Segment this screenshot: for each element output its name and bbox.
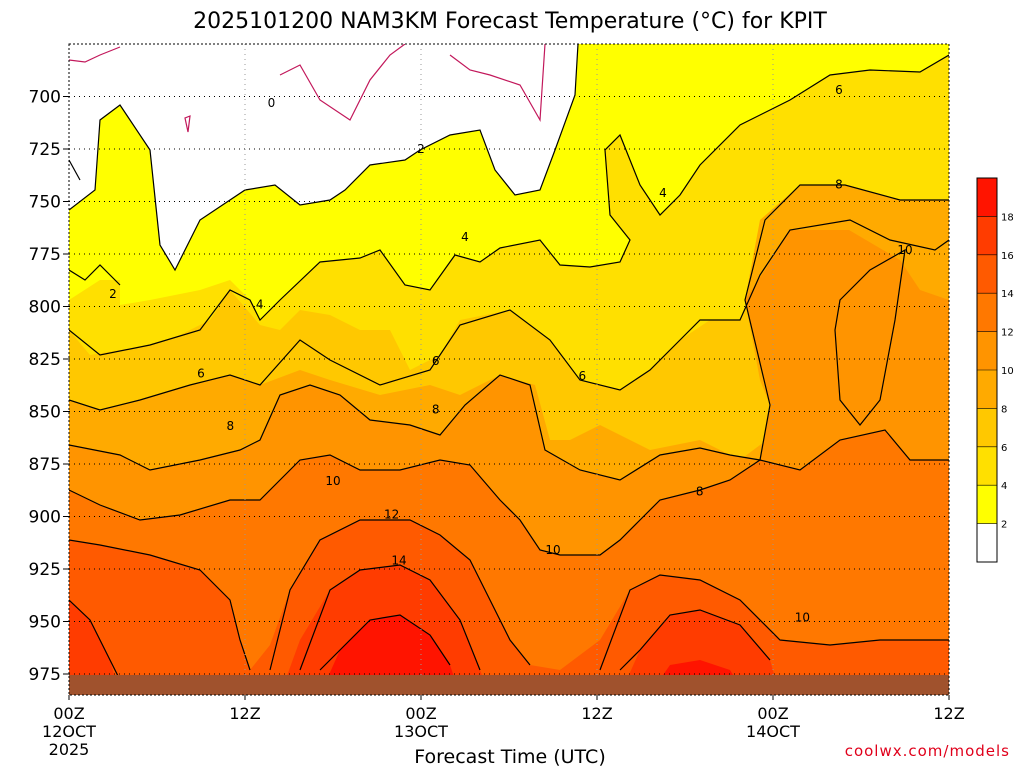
y-tick-label-875: 875	[29, 455, 61, 475]
contour-label-3: 4	[256, 297, 264, 311]
x-tick-label-0: 00Z	[53, 704, 84, 723]
contour-2	[69, 44, 579, 286]
y-tick-label-950: 950	[29, 613, 61, 633]
contour-label-9: 6	[579, 369, 587, 383]
contour-label-10: 8	[835, 178, 843, 192]
surface-ground	[69, 675, 949, 695]
colorbar-swatch-0	[977, 523, 997, 562]
colorbar-label-4: 4	[1001, 481, 1007, 492]
contour-label-0: 0	[268, 96, 276, 110]
colorbar-label-2: 2	[1001, 520, 1007, 531]
x-tick-label-2: 00Z	[405, 704, 436, 723]
colorbar-swatch-6	[977, 293, 997, 332]
y-tick-label-775: 775	[29, 245, 61, 265]
y-tick-label-925: 925	[29, 560, 61, 580]
colorbar: 2 4 6 8 10 12 14 16 18	[976, 177, 1014, 563]
x-tick-label-3: 12Z	[581, 704, 612, 723]
y-tick-label-700: 700	[29, 88, 61, 108]
contour-16	[319, 614, 451, 671]
y-tick-label-900: 900	[29, 508, 61, 528]
colorbar-label-6: 6	[1001, 443, 1007, 454]
x-tick-date-0: 12OCT	[42, 722, 96, 741]
colorbar-swatch-3	[977, 408, 997, 447]
grid-lines	[69, 44, 949, 695]
y-tick-label-750: 750	[29, 193, 61, 213]
colorbar-label-10: 10	[1001, 366, 1014, 377]
colorbar-label-14: 14	[1001, 289, 1014, 300]
x-tick-label-1: 12Z	[229, 704, 260, 723]
x-tick-label-5: 12Z	[933, 704, 964, 723]
x-tick-date-4: 14OCT	[746, 722, 800, 741]
colorbar-label-12: 12	[1001, 328, 1014, 339]
contour-label-6: 6	[835, 83, 843, 97]
contour-labels: 0 2 2 4 4 4 6 6 6 6 8 8 8 8 10 10 10 10 12 14	[109, 83, 912, 624]
colorbar-swatch-5	[977, 331, 997, 370]
contour-12	[69, 519, 949, 671]
colorbar-label-8: 8	[1001, 404, 1007, 415]
contour-6	[69, 219, 949, 411]
plot-frame	[68, 43, 950, 696]
contour-label-16: 10	[545, 543, 560, 557]
colorbar-label-18: 18	[1001, 212, 1014, 223]
contour-label-14: 10	[897, 243, 912, 257]
y-tick-label-850: 850	[29, 403, 61, 423]
contour-10	[69, 248, 949, 556]
contour-label-15: 10	[325, 474, 340, 488]
y-tick-label-800: 800	[29, 298, 61, 318]
contour-label-18: 12	[384, 507, 399, 521]
contour-0	[69, 44, 546, 133]
x-tick-year-0: 2025	[49, 740, 90, 759]
colorbar-swatch-8	[977, 216, 997, 255]
x-tick-label-4: 00Z	[757, 704, 788, 723]
plot-area	[69, 44, 949, 695]
contour-label-4: 4	[461, 230, 469, 244]
x-tick-date-2: 13OCT	[394, 722, 448, 741]
contour-label-1: 2	[417, 142, 425, 156]
y-axis-ticks: 700 725 750 775 800 825 850 875 900 925 950 975	[29, 88, 69, 685]
colorbar-swatch-2	[977, 446, 997, 486]
credit-link[interactable]: coolwx.com/models	[845, 742, 1010, 760]
y-tick-label-825: 825	[29, 350, 61, 370]
colorbar-swatch-9	[977, 178, 997, 217]
contour-8	[69, 184, 949, 481]
contour-lines	[69, 44, 949, 681]
chart-title: 2025101200 NAM3KM Forecast Temperature (…	[193, 9, 827, 34]
contour-label-13: 8	[696, 484, 704, 498]
contour-label-11: 8	[227, 419, 235, 433]
contour-label-12: 8	[432, 402, 440, 416]
contour-label-19: 14	[391, 554, 406, 568]
colorbar-swatch-7	[977, 254, 997, 294]
contour-14	[69, 564, 771, 681]
contour-4	[69, 54, 949, 356]
colorbar-label-16: 16	[1001, 251, 1014, 262]
y-tick-label-725: 725	[29, 140, 61, 160]
colorbar-swatch-4	[977, 370, 997, 409]
contour-label-2: 2	[109, 287, 117, 301]
contour-label-17: 10	[795, 610, 810, 624]
y-tick-label-975: 975	[29, 665, 61, 685]
contour-label-7: 6	[197, 367, 205, 381]
contour-label-5: 4	[659, 186, 667, 200]
colorbar-swatch-1	[977, 485, 997, 524]
x-axis-label: Forecast Time (UTC)	[414, 746, 605, 768]
band-warm2	[69, 565, 780, 695]
contour-label-8: 6	[432, 354, 440, 368]
